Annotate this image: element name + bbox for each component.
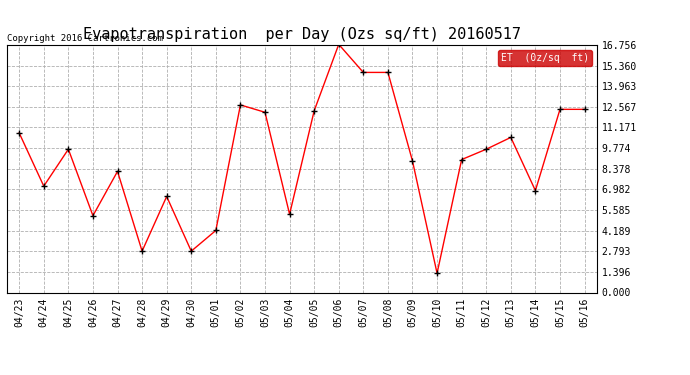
- Legend: ET  (0z/sq  ft): ET (0z/sq ft): [498, 50, 592, 66]
- Text: Copyright 2016 Cartronics.com: Copyright 2016 Cartronics.com: [7, 33, 163, 42]
- Title: Evapotranspiration  per Day (Ozs sq/ft) 20160517: Evapotranspiration per Day (Ozs sq/ft) 2…: [83, 27, 521, 42]
